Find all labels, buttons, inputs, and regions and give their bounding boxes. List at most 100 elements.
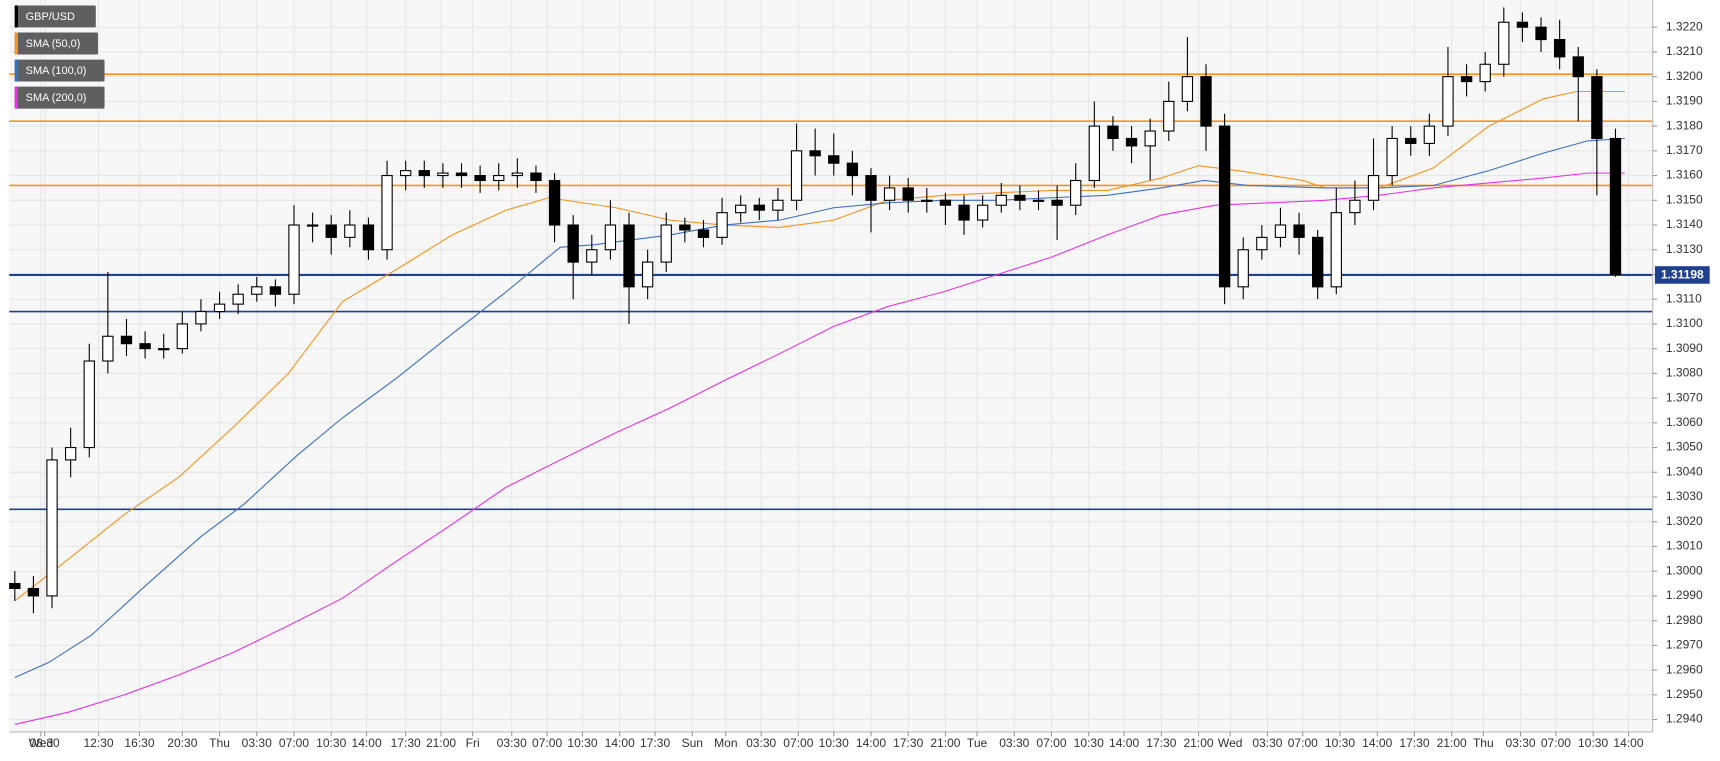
candle-body — [176, 323, 188, 350]
candle-body — [939, 199, 952, 206]
y-tick-label: 1.3200 — [1666, 69, 1703, 83]
candle-body — [976, 204, 989, 221]
x-tick-label: 17:30 — [1399, 736, 1429, 750]
x-tick-label: 03:30 — [746, 736, 776, 750]
x-tick-label: 08:30 — [30, 736, 60, 750]
candle-body — [511, 172, 524, 177]
y-tick-label: 1.3190 — [1666, 94, 1703, 108]
x-tick-label: 20:30 — [167, 736, 197, 750]
x-tick-label: 07:00 — [783, 736, 813, 750]
candle-body — [1609, 137, 1622, 276]
x-tick-label: Wed — [1218, 736, 1243, 750]
candle-body — [344, 224, 356, 238]
y-tick-label: 1.2970 — [1666, 638, 1703, 652]
bottom-axis-background — [9, 731, 1653, 756]
y-tick-label: 1.3050 — [1666, 440, 1703, 454]
legend-swatch — [14, 5, 18, 28]
y-tick-label: 1.3060 — [1666, 415, 1703, 429]
x-tick-label: 07:00 — [1288, 736, 1318, 750]
x-tick-label: 03:30 — [1252, 736, 1282, 750]
y-tick-label: 1.3080 — [1666, 366, 1703, 380]
y-tick-label: 1.3130 — [1666, 242, 1703, 256]
y-tick-label: 1.3030 — [1666, 489, 1703, 503]
y-tick-label: 1.3010 — [1666, 539, 1703, 553]
candle-body — [604, 224, 617, 251]
candle-body — [1163, 100, 1175, 132]
plot-background — [9, 0, 1653, 732]
y-tick-label: 1.3160 — [1666, 168, 1703, 182]
candle-body — [120, 335, 133, 345]
candle-body — [1014, 194, 1026, 201]
legend-label: GBP/USD — [26, 11, 75, 23]
legend-label: SMA (100,0) — [26, 65, 87, 77]
x-tick-label: 16:30 — [124, 736, 154, 750]
x-tick-label: Wed — [29, 736, 54, 750]
x-tick-label: 07:00 — [279, 736, 309, 750]
candle-body — [567, 224, 579, 263]
y-tick-label: 1.3020 — [1666, 514, 1703, 528]
candle-body — [790, 150, 803, 201]
x-tick-label: 03:30 — [1505, 736, 1535, 750]
candle-body — [716, 212, 728, 238]
x-tick-label: 21:00 — [1437, 736, 1467, 750]
x-tick-label: 10:30 — [819, 736, 849, 750]
legend-swatch — [14, 86, 18, 109]
candle-body — [437, 172, 449, 177]
x-tick-label: 17:30 — [391, 736, 421, 750]
x-tick-label: 07:00 — [1541, 736, 1571, 750]
candle-body — [158, 348, 170, 351]
candle-body — [213, 303, 226, 313]
x-tick-label: 17:30 — [1146, 736, 1176, 750]
x-tick-label: Thu — [1473, 736, 1494, 750]
x-tick-label: 21:00 — [426, 736, 456, 750]
y-tick-label: 1.3140 — [1666, 217, 1703, 231]
x-tick-label: 03:30 — [999, 736, 1029, 750]
candle-body — [1218, 125, 1231, 288]
last-price-box — [1654, 266, 1710, 284]
candle-body — [995, 194, 1007, 206]
y-tick-label: 1.2950 — [1666, 687, 1703, 701]
y-tick-label: 1.3150 — [1666, 192, 1703, 206]
candle-body — [1405, 137, 1417, 144]
y-tick-label: 1.3100 — [1666, 316, 1703, 330]
x-tick-label: 14:00 — [1362, 736, 1392, 750]
candle-body — [623, 224, 635, 288]
candle-body — [1088, 125, 1100, 182]
right-axis-background — [1652, 0, 1711, 756]
last-price-label: 1.31198 — [1661, 268, 1704, 282]
candle-body — [1349, 199, 1361, 214]
candle-body — [455, 172, 468, 177]
x-tick-label: 17:30 — [893, 736, 923, 750]
x-tick-label: 14:00 — [1613, 736, 1643, 750]
candle-body — [493, 175, 505, 182]
y-tick-label: 1.3170 — [1666, 143, 1703, 157]
candle-body — [1312, 236, 1324, 288]
candle-body — [381, 175, 393, 251]
candle-body — [400, 170, 412, 177]
candle-body — [846, 162, 859, 177]
candle-body — [1591, 76, 1603, 140]
x-tick-label: Tue — [967, 736, 988, 750]
candle-body — [474, 175, 486, 182]
candle-body — [46, 459, 58, 597]
candle-body — [1181, 76, 1194, 102]
x-tick-label: 07:00 — [532, 736, 562, 750]
candle-body — [772, 199, 784, 211]
candle-body — [1256, 236, 1268, 251]
legend-label: SMA (50,0) — [26, 38, 81, 50]
y-tick-label: 1.3070 — [1666, 390, 1703, 404]
candle-body — [1144, 130, 1156, 147]
y-tick-label: 1.2990 — [1666, 588, 1703, 602]
y-tick-label: 1.3220 — [1666, 19, 1703, 33]
x-tick-label: 14:00 — [1109, 736, 1139, 750]
legend-swatch — [14, 59, 18, 82]
candle-body — [418, 170, 430, 177]
x-tick-label: 10:30 — [1074, 736, 1104, 750]
candle-body — [1516, 21, 1529, 28]
y-tick-label: 1.3000 — [1666, 563, 1703, 577]
candle-body — [1274, 224, 1287, 238]
x-tick-label: 10:30 — [316, 736, 346, 750]
candle-body — [1107, 125, 1119, 140]
candle-body — [27, 587, 40, 597]
